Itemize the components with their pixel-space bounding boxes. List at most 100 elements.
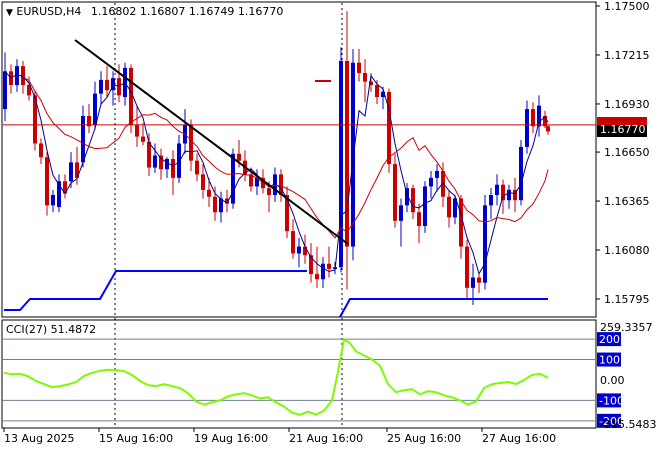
- bear-candle: [39, 143, 43, 158]
- bull-candle: [453, 198, 457, 218]
- bull-candle: [423, 186, 427, 226]
- bear-candle: [159, 155, 163, 170]
- bull-candle: [111, 78, 115, 91]
- bear-candle: [315, 274, 319, 280]
- dropdown-triangle-icon[interactable]: ▼: [6, 8, 13, 18]
- bull-candle: [381, 91, 385, 98]
- bear-candle: [249, 174, 253, 187]
- bear-candle: [105, 79, 109, 91]
- bull-candle: [405, 188, 409, 206]
- bull-candle: [339, 60, 343, 268]
- bear-candle: [531, 109, 535, 127]
- support-line-right[interactable]: [339, 298, 548, 318]
- cci-axis-label: 0.00: [600, 374, 625, 387]
- bear-candle: [417, 212, 421, 226]
- cci-axis-label: -215.5483: [600, 418, 656, 431]
- bull-candle: [351, 62, 355, 247]
- indicator-pane-frame: [1, 319, 597, 429]
- price-axis-label: 1.16080: [604, 244, 650, 257]
- bull-candle: [81, 115, 85, 163]
- bear-candle: [237, 153, 241, 161]
- bear-candle: [363, 73, 367, 82]
- bull-candle: [519, 146, 523, 201]
- symbol-header: ▼ EURUSD,H4 1.16802 1.16807 1.16749 1.16…: [6, 5, 283, 18]
- bear-candle: [279, 174, 283, 196]
- bear-candle: [546, 126, 550, 132]
- bear-candle: [21, 66, 25, 86]
- bear-candle: [189, 124, 193, 161]
- bear-candle: [459, 198, 463, 247]
- bull-candle: [297, 246, 301, 254]
- bear-candle: [303, 246, 307, 256]
- cci-line: [3, 337, 549, 416]
- cci-axis-label: -100: [599, 394, 624, 407]
- bear-candle: [345, 60, 349, 247]
- ohlc-open: 1.16802: [90, 5, 137, 18]
- cci-level-tag: [597, 413, 621, 428]
- symbol-label: EURUSD,H4: [16, 5, 82, 18]
- bear-candle: [141, 136, 145, 142]
- bear-candle: [225, 198, 229, 204]
- bear-candle: [87, 115, 91, 127]
- bull-candle: [483, 205, 487, 283]
- bear-candle: [207, 189, 211, 197]
- bull-candle: [321, 263, 325, 280]
- bull-candle: [165, 158, 169, 170]
- bear-candle: [63, 181, 67, 194]
- main-pane-frame: [1, 1, 597, 318]
- bear-candle: [213, 196, 217, 213]
- bull-candle: [537, 105, 541, 127]
- bull-candle: [69, 162, 73, 182]
- time-axis-label: 15 Aug 16:00: [99, 432, 173, 445]
- time-axis-label: 25 Aug 16:00: [387, 432, 461, 445]
- bear-candle: [501, 184, 505, 201]
- slow-moving-average-line: [22, 76, 549, 239]
- price-axis-label: 1.16365: [604, 195, 650, 208]
- bear-candle: [117, 78, 121, 96]
- bear-candle: [285, 195, 289, 232]
- bear-candle: [201, 174, 205, 190]
- ohlc-low: 1.16749: [188, 5, 235, 18]
- bear-candle: [33, 95, 37, 144]
- bear-candle: [477, 277, 481, 283]
- bear-candle: [387, 91, 391, 165]
- trend-line[interactable]: [74, 39, 349, 245]
- price-axis-label: 1.17215: [604, 49, 650, 62]
- time-axis-label: 21 Aug 16:00: [289, 432, 363, 445]
- bear-candle: [327, 263, 331, 269]
- bull-candle: [399, 205, 403, 221]
- bear-candle: [465, 246, 469, 288]
- bull-candle: [429, 177, 433, 187]
- price-axis-label: 1.17500: [604, 0, 650, 13]
- bear-candle: [357, 62, 361, 74]
- bear-candle: [267, 188, 271, 196]
- bull-candle: [219, 198, 223, 213]
- bear-candle: [441, 170, 445, 197]
- price-axis-label: 1.16650: [604, 146, 650, 159]
- time-axis-label: 19 Aug 16:00: [194, 432, 268, 445]
- cci-level-tag: [597, 332, 621, 347]
- bull-candle: [177, 143, 181, 178]
- bull-candle: [51, 195, 55, 206]
- bear-candle: [27, 85, 31, 96]
- bull-candle: [15, 66, 19, 86]
- bear-candle: [75, 162, 79, 178]
- bull-candle: [3, 71, 7, 110]
- cci-axis-label: 100: [599, 354, 620, 367]
- bull-candle: [507, 189, 511, 201]
- bear-candle: [375, 85, 379, 98]
- cci-axis-label: 200: [599, 333, 620, 346]
- ohlc-close: 1.16770: [237, 5, 284, 18]
- bear-candle: [309, 255, 313, 275]
- bull-candle: [231, 153, 235, 204]
- bear-candle: [195, 160, 199, 175]
- bull-candle: [489, 195, 493, 206]
- bear-candle: [147, 141, 151, 168]
- cci-axis-label: 259.3357: [600, 321, 653, 334]
- cci-axis-label: -200: [599, 415, 624, 428]
- time-axis-label: 27 Aug 16:00: [482, 432, 556, 445]
- bull-candle: [153, 155, 157, 168]
- support-line-left[interactable]: [4, 270, 307, 311]
